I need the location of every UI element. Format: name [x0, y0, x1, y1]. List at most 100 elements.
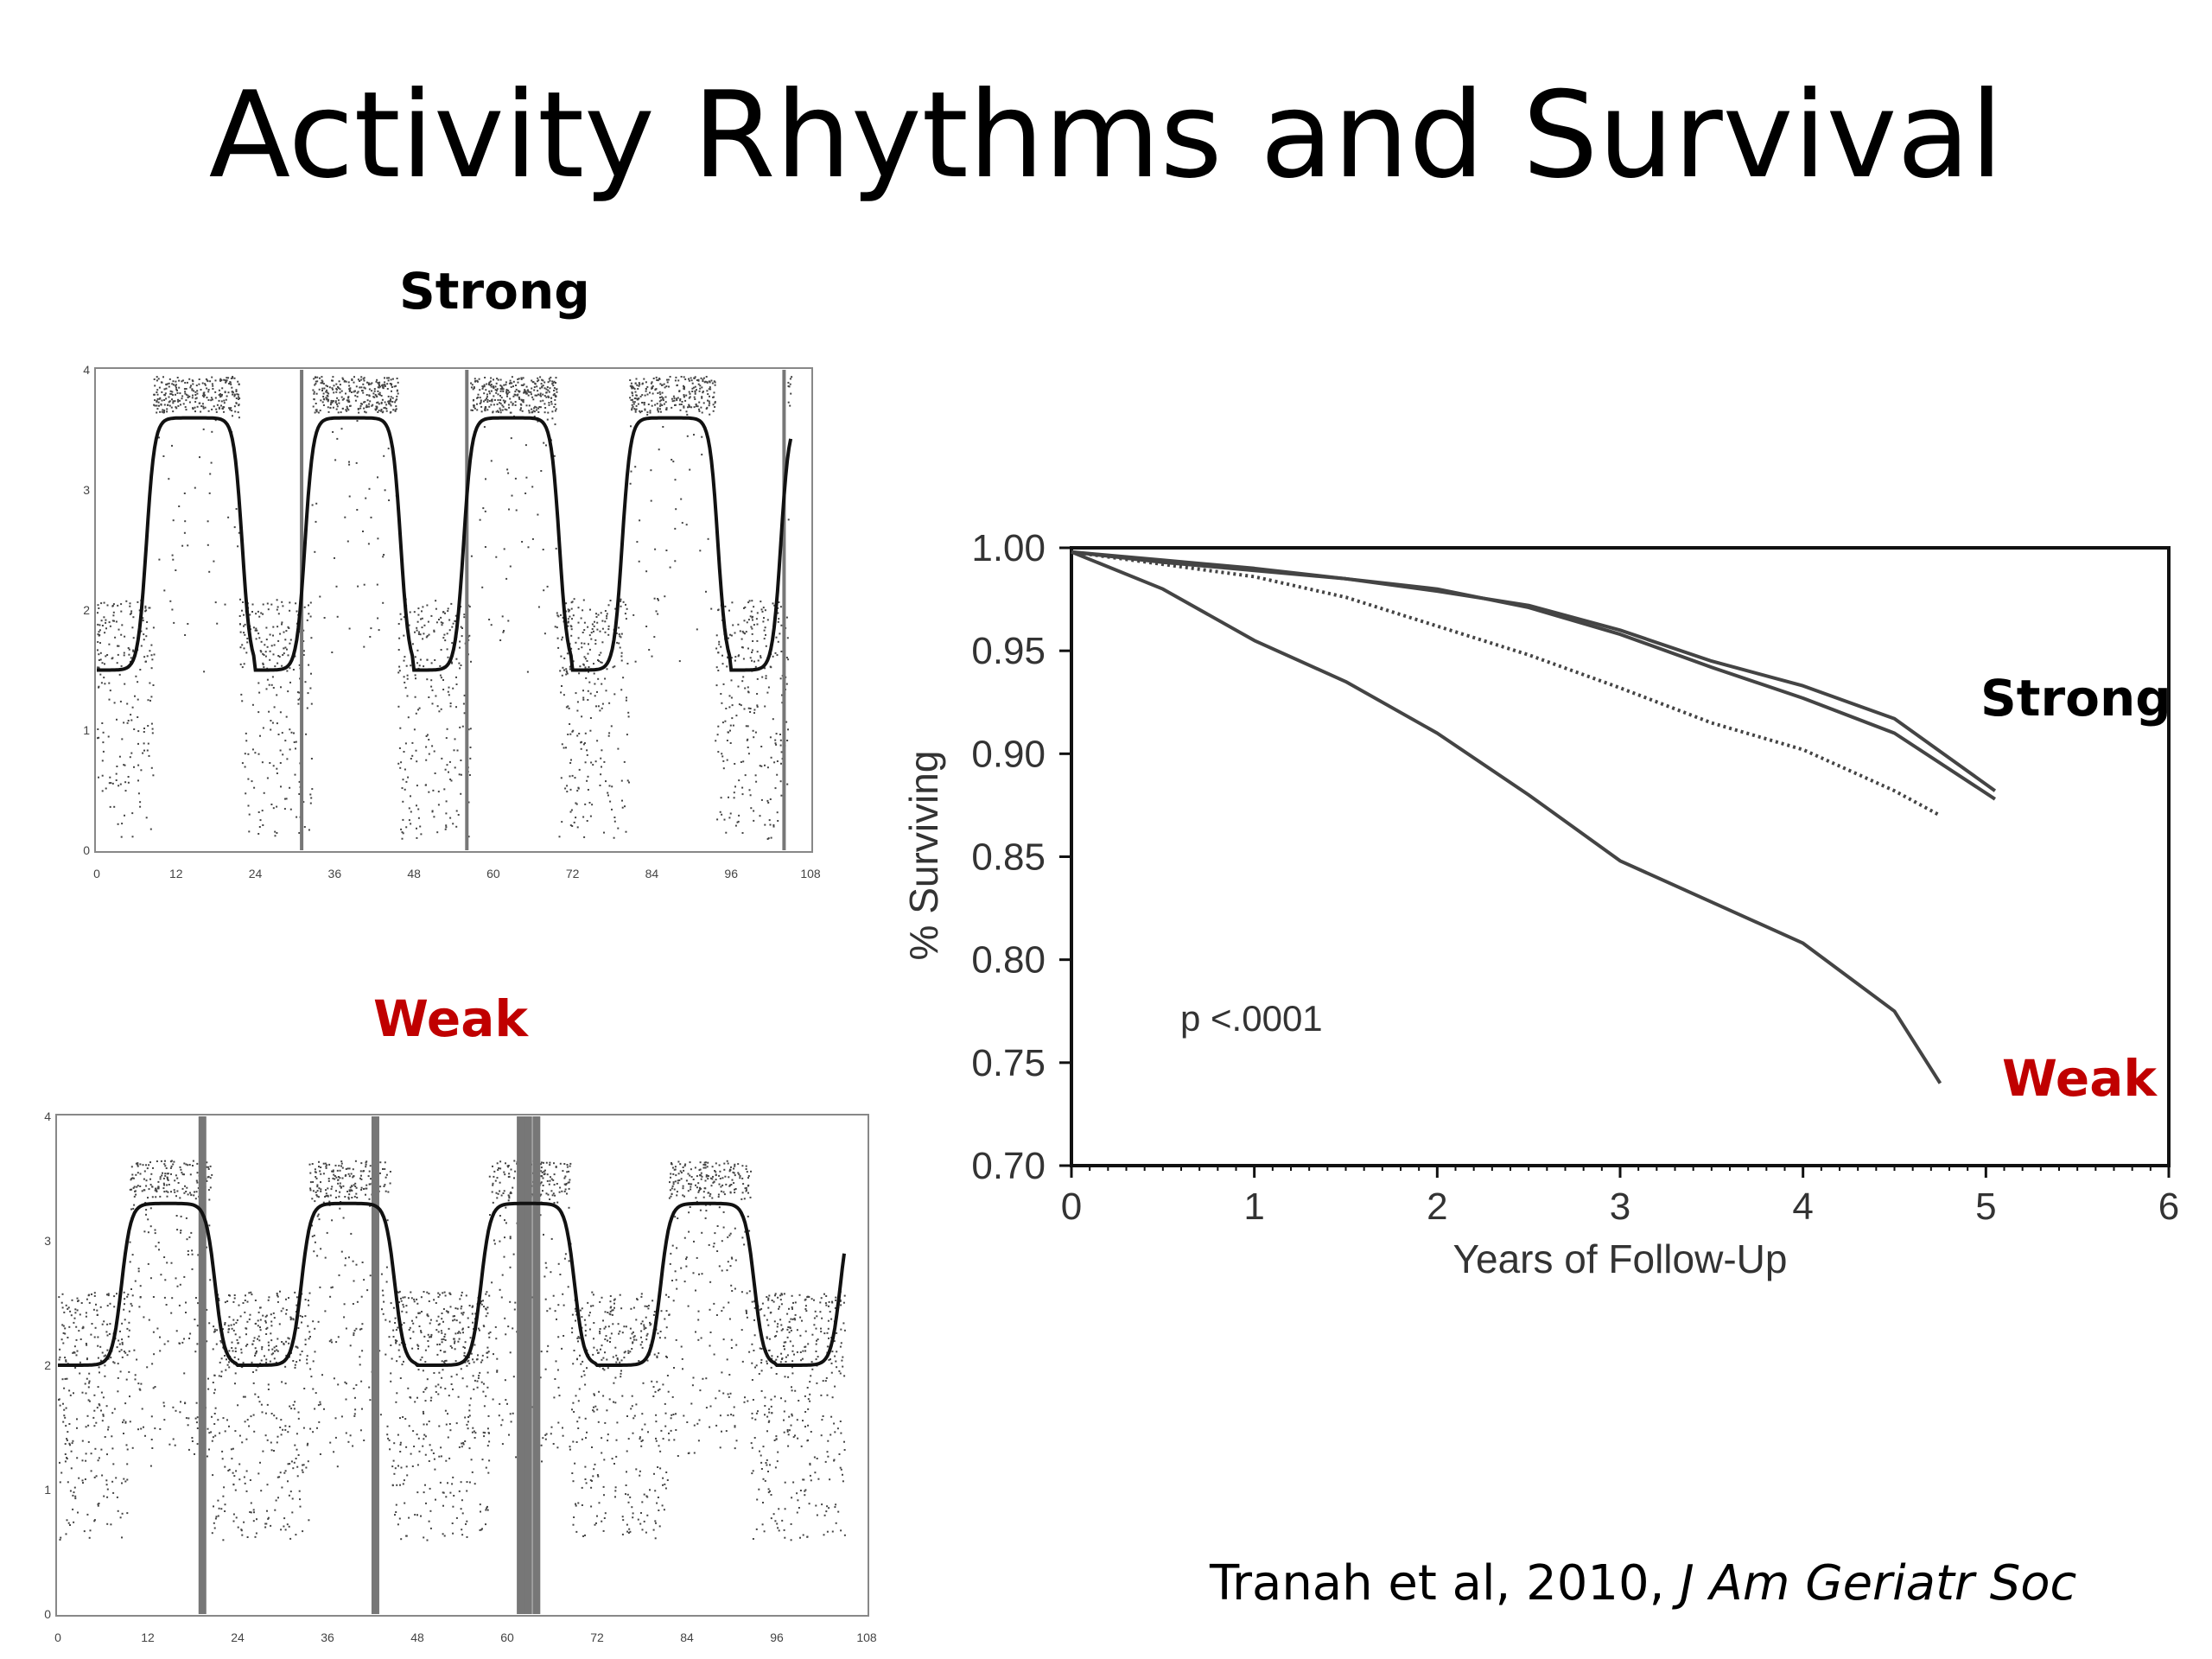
activity-point — [282, 654, 284, 656]
activity-point — [172, 394, 175, 397]
activity-point — [355, 1186, 358, 1189]
activity-point — [467, 801, 470, 804]
activity-point — [170, 393, 173, 396]
activity-point — [500, 1194, 503, 1197]
activity-point — [325, 385, 327, 387]
activity-point — [337, 1182, 340, 1185]
activity-point — [627, 1438, 630, 1440]
activity-point — [194, 1452, 195, 1455]
activity-point — [520, 377, 523, 379]
activity-point — [515, 385, 517, 386]
activity-point — [298, 793, 301, 795]
activity-point — [548, 396, 550, 398]
activity-point — [811, 1368, 814, 1370]
activity-point — [679, 409, 682, 411]
activity-point — [826, 1345, 829, 1348]
activity-point — [575, 1504, 577, 1507]
activity-point — [188, 401, 191, 404]
activity-point — [543, 381, 546, 384]
activity-point — [307, 1442, 309, 1445]
activity-point — [721, 654, 723, 657]
activity-point — [773, 761, 776, 764]
activity-point — [408, 819, 410, 822]
activity-point — [474, 378, 476, 380]
activity-point — [403, 751, 405, 753]
activity-point — [504, 400, 506, 403]
activity-point — [762, 620, 765, 623]
activity-point — [136, 1185, 138, 1188]
activity-point — [674, 527, 677, 530]
activity-point — [247, 778, 250, 780]
activity-point — [284, 1382, 287, 1385]
activity-point — [738, 779, 741, 782]
activity-point — [750, 626, 753, 628]
activity-point — [282, 753, 284, 756]
activity-point — [176, 1177, 179, 1179]
activity-point — [575, 1319, 576, 1322]
activity-point — [341, 407, 344, 410]
activity-point — [683, 385, 684, 387]
activity-point — [827, 1455, 830, 1458]
activity-point — [576, 701, 579, 703]
activity-point — [424, 1453, 427, 1456]
activity-point — [635, 1468, 638, 1471]
activity-point — [421, 1356, 423, 1358]
activity-point — [749, 657, 752, 659]
activity-point — [444, 768, 447, 771]
activity-point — [185, 388, 188, 390]
activity-point — [743, 708, 746, 710]
activity-point — [355, 461, 358, 464]
activity-point — [257, 811, 260, 813]
activity-point — [231, 391, 233, 393]
activity-point — [747, 1177, 749, 1179]
activity-point — [357, 391, 359, 393]
activity-point — [423, 1433, 426, 1436]
activity-point — [185, 1163, 188, 1166]
activity-point — [664, 1487, 667, 1490]
activity-point — [381, 411, 384, 414]
activity-point — [524, 444, 527, 447]
activity-point — [774, 1293, 777, 1295]
activity-point — [245, 1470, 248, 1472]
activity-point — [353, 1414, 356, 1417]
activity-point — [152, 774, 155, 777]
activity-point — [788, 385, 791, 388]
activity-point — [734, 1287, 736, 1290]
activity-point — [478, 378, 480, 380]
activity-point — [778, 1529, 780, 1532]
activity-point — [354, 1408, 357, 1411]
activity-point — [243, 663, 245, 665]
activity-point — [369, 1274, 372, 1277]
activity-point — [643, 378, 645, 380]
activity-point — [791, 1294, 793, 1297]
activity-point — [269, 1360, 271, 1363]
activity-point — [664, 1483, 666, 1485]
activity-point — [76, 1309, 79, 1312]
activity-point — [101, 625, 104, 626]
activity-point — [474, 407, 476, 410]
activity-point — [602, 1395, 605, 1397]
activity-point — [492, 1398, 494, 1401]
activity-point — [172, 400, 175, 403]
activity-point — [509, 1351, 512, 1354]
activity-point — [671, 1187, 673, 1190]
activity-point — [443, 788, 446, 791]
activity-point — [618, 642, 620, 645]
activity-point — [192, 1165, 194, 1166]
activity-point — [241, 644, 244, 646]
activity-point — [123, 721, 125, 724]
activity-point — [485, 1523, 486, 1526]
activity-point — [509, 1237, 512, 1240]
activity-point — [772, 1300, 775, 1303]
activity-point — [473, 1361, 475, 1363]
activity-point — [126, 1448, 129, 1451]
activity-point — [599, 630, 601, 632]
activity-point — [168, 1443, 171, 1446]
activity-point — [143, 1316, 145, 1319]
activity-point — [416, 662, 418, 664]
activity-point — [581, 642, 583, 645]
activity-point — [501, 1443, 504, 1446]
activity-point — [285, 715, 288, 718]
activity-point — [402, 832, 404, 835]
activity-point — [752, 1470, 754, 1472]
